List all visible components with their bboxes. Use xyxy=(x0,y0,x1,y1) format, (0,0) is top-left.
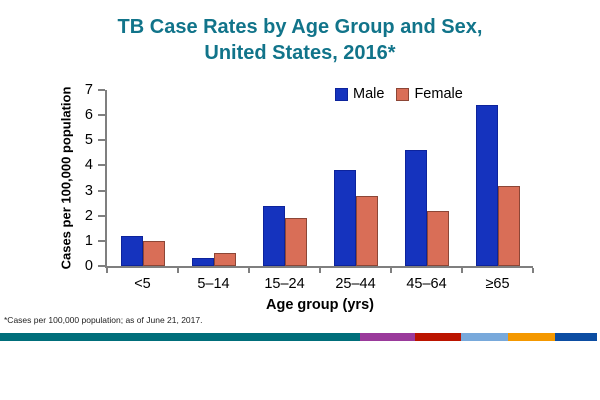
strip-segment-purple xyxy=(360,333,415,341)
y-tick-label: 7 xyxy=(84,82,93,98)
x-tick-mark xyxy=(177,268,179,273)
y-tick-mark xyxy=(98,265,105,267)
y-tick-label: 0 xyxy=(84,258,93,274)
bar-female-25–44 xyxy=(355,195,378,266)
chart-title-line1: TB Case Rates by Age Group and Sex, xyxy=(117,16,483,38)
bar-group-1 xyxy=(107,235,178,266)
footer-color-strip xyxy=(0,333,597,341)
y-tick-mark xyxy=(98,114,105,117)
footnote: *Cases per 100,000 population; as of Jun… xyxy=(4,315,203,325)
y-tick-mark xyxy=(98,239,105,242)
legend-swatch-male xyxy=(335,87,348,101)
bar-group-4 xyxy=(320,170,391,266)
legend-swatch-female xyxy=(396,87,410,101)
bar-male-≥65 xyxy=(475,105,498,266)
x-tick-label: 15–24 xyxy=(264,276,305,292)
bar-male-45–64 xyxy=(404,150,427,266)
bar-group-3 xyxy=(249,205,320,266)
x-tick-mark xyxy=(390,268,392,273)
chart-title: TB Case Rates by Age Group and Sex, Unit… xyxy=(0,14,600,66)
strip-segment-red xyxy=(415,333,461,341)
bar-male-25–44 xyxy=(333,170,356,266)
x-tick-mark xyxy=(319,268,321,273)
strip-segment-teal xyxy=(0,333,360,341)
y-tick-mark xyxy=(98,189,105,192)
x-tick-label: 5–14 xyxy=(197,276,230,292)
bar-group-5 xyxy=(391,150,462,266)
y-tick-mark xyxy=(98,139,105,142)
plot-area: 0 1 2 3 4 5 6 7 <5 5–14 15–24 25–44 45–64 ≥65 Age grou… xyxy=(85,83,534,313)
y-tick-label: 4 xyxy=(84,157,93,174)
legend-label-male: Male xyxy=(353,86,385,102)
y-tick-mark xyxy=(98,89,105,91)
x-tick-label: ≥65 xyxy=(485,276,510,292)
bar-female-5–14 xyxy=(213,253,236,266)
bar-male-5–14 xyxy=(191,258,214,266)
y-tick-label: 5 xyxy=(84,132,93,149)
x-tick-label: <5 xyxy=(134,276,151,292)
strip-segment-dark-blue xyxy=(555,333,597,341)
legend-item-male: Male xyxy=(335,86,384,102)
y-tick-mark xyxy=(98,214,105,217)
y-tick-mark xyxy=(98,164,105,167)
x-tick-label: 45–64 xyxy=(406,276,447,292)
strip-segment-orange xyxy=(508,333,555,341)
bar-female-<5 xyxy=(142,240,165,266)
x-tick-mark xyxy=(248,268,250,273)
bar-female-45–64 xyxy=(426,210,449,266)
x-tick-mark xyxy=(532,268,534,273)
y-tick-label: 2 xyxy=(84,207,93,224)
bar-group-2 xyxy=(178,253,249,266)
bar-male-<5 xyxy=(120,235,143,266)
legend: Male Female xyxy=(335,86,463,102)
x-tick-mark xyxy=(461,268,463,273)
x-tick-mark xyxy=(106,268,108,273)
strip-segment-light-blue xyxy=(461,333,508,341)
bar-group-6 xyxy=(462,105,533,266)
y-tick-label: 1 xyxy=(84,232,93,249)
bar-male-15–24 xyxy=(262,205,285,266)
chart-title-line2: United States, 2016* xyxy=(204,42,396,64)
legend-item-female: Female xyxy=(396,86,463,102)
bar-female-15–24 xyxy=(284,218,307,266)
y-tick-label: 3 xyxy=(84,182,93,199)
bar-female-≥65 xyxy=(497,185,520,266)
plot-inner: 0 1 2 3 4 5 6 7 <5 5–14 15–24 25–44 45–64 ≥65 Age grou… xyxy=(85,83,534,313)
x-axis-label: Age group (yrs) xyxy=(266,297,374,313)
legend-label-female: Female xyxy=(414,86,463,102)
y-tick-label: 6 xyxy=(84,107,93,124)
x-tick-label: 25–44 xyxy=(335,276,376,292)
